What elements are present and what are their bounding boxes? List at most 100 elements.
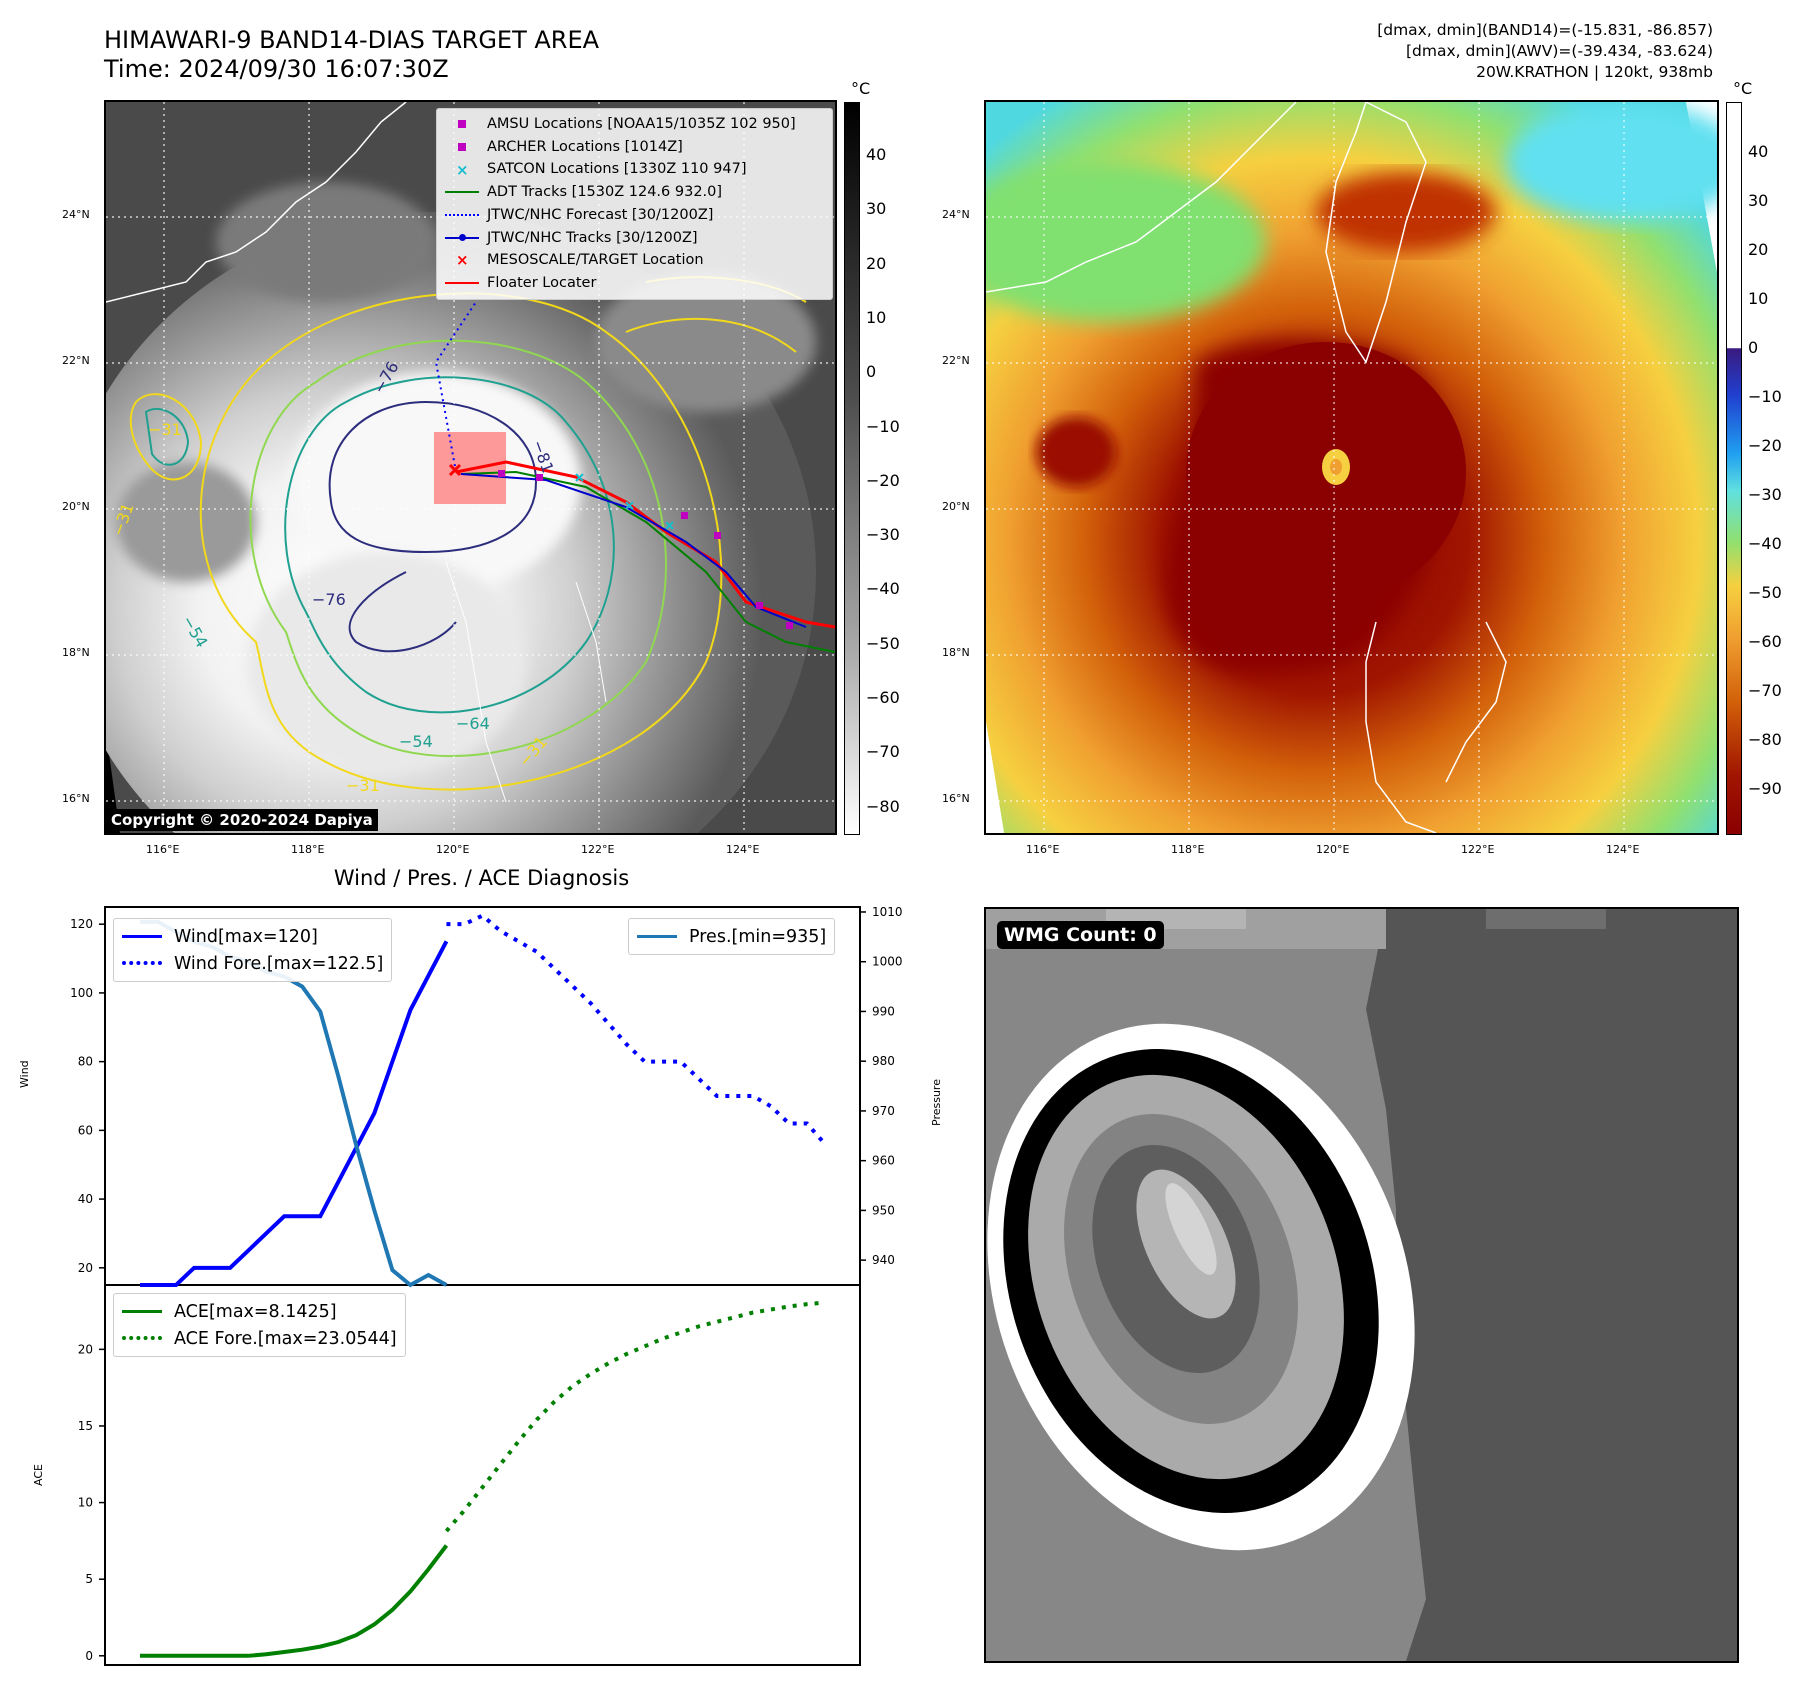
info-awv-range: [dmax, dmin](AWV)=(-39.434, -83.624) bbox=[1406, 42, 1713, 60]
legend-item: ACE Fore.[max=23.0544] bbox=[122, 1325, 397, 1352]
colorbar-tick-label: −10 bbox=[1748, 387, 1782, 406]
lat-tick: 16°N bbox=[62, 792, 90, 805]
ace-axis-label: ACE bbox=[32, 1464, 45, 1486]
ir-map-panel: −76 −76 −54 −54 −64 −31 −31 −31 −31 −81 … bbox=[104, 100, 837, 835]
lat-tick: 22°N bbox=[942, 354, 970, 367]
y2-tick-label: 950 bbox=[872, 1203, 895, 1217]
series-line bbox=[140, 940, 449, 1287]
y2-tick-label: 990 bbox=[872, 1004, 895, 1018]
lon-tick: 118°E bbox=[1171, 843, 1205, 856]
wmg-image bbox=[986, 909, 1737, 1661]
colorbar-tick-label: −20 bbox=[866, 470, 900, 490]
legend-label: MESOSCALE/TARGET Location bbox=[487, 252, 704, 269]
legend-item: × SATCON Locations [1330Z 110 947] bbox=[445, 158, 824, 181]
legend-label: ACE[max=8.1425] bbox=[174, 1301, 337, 1322]
wind-axis-label: Wind bbox=[18, 1060, 31, 1088]
wmg-panel: WMG Count: 0 bbox=[984, 907, 1739, 1663]
diagnosis-title: Wind / Pres. / ACE Diagnosis bbox=[333, 866, 630, 890]
lon-tick: 122°E bbox=[581, 843, 615, 856]
awv-map-image bbox=[986, 102, 1717, 833]
lat-tick: 18°N bbox=[942, 646, 970, 659]
y-tick-label: 100 bbox=[70, 986, 93, 1000]
page-time: Time: 2024/09/30 16:07:30Z bbox=[104, 55, 449, 83]
colorbar-tick-label: 30 bbox=[866, 199, 887, 219]
y-tick-label: 5 bbox=[85, 1572, 93, 1586]
colorbar-tick-label: −60 bbox=[866, 688, 900, 707]
wind-legend: Wind[max=120] Wind Fore.[max=122.5] bbox=[113, 918, 393, 982]
copyright-label: Copyright © 2020-2024 Dapiya bbox=[106, 809, 378, 831]
colorbar-tick-label: −80 bbox=[1748, 730, 1782, 749]
colorbar-tick-label: 40 bbox=[1748, 142, 1769, 161]
colorbar-tick-label: −20 bbox=[1748, 436, 1782, 455]
y2-tick-label: 940 bbox=[872, 1253, 895, 1267]
y-tick-label: 120 bbox=[70, 917, 93, 931]
contour-label: −76 bbox=[312, 590, 346, 609]
legend-label: Floater Locater bbox=[487, 274, 597, 291]
legend-label: Pres.[min=935] bbox=[689, 926, 827, 947]
colorbar-tick-label: −80 bbox=[866, 796, 900, 816]
colorbar-tick-label: 0 bbox=[866, 362, 877, 382]
legend-item: Pres.[min=935] bbox=[637, 923, 826, 950]
contour-label: −31 bbox=[346, 776, 380, 795]
pressure-axis-label: Pressure bbox=[930, 1079, 943, 1126]
lat-tick: 20°N bbox=[942, 500, 970, 513]
awv-colorbar bbox=[1726, 102, 1742, 835]
info-storm: 20W.KRATHON | 120kt, 938mb bbox=[1476, 63, 1713, 81]
y-tick-label: 80 bbox=[78, 1055, 93, 1069]
legend-label: ADT Tracks [1530Z 124.6 932.0] bbox=[487, 184, 723, 201]
y2-tick-label: 1000 bbox=[872, 955, 903, 969]
legend-label: ARCHER Locations [1014Z] bbox=[487, 138, 683, 155]
y-tick-label: 0 bbox=[85, 1649, 93, 1663]
colorbar-tick-label: 10 bbox=[866, 307, 887, 327]
colorbar-tick-label: 20 bbox=[866, 253, 887, 273]
contour-label: −64 bbox=[456, 714, 490, 733]
ir-legend: AMSU Locations [NOAA15/1035Z 102 950] AR… bbox=[436, 108, 833, 300]
wmg-count-label: WMG Count: 0 bbox=[997, 921, 1164, 949]
legend-label: JTWC/NHC Tracks [30/1200Z] bbox=[487, 229, 698, 246]
lat-tick: 24°N bbox=[942, 208, 970, 221]
legend-label: ACE Fore.[max=23.0544] bbox=[174, 1328, 397, 1349]
legend-item: Floater Locater bbox=[445, 272, 824, 295]
ir-colorbar-unit: °C bbox=[851, 79, 871, 98]
y2-tick-label: 960 bbox=[872, 1154, 895, 1168]
series-line bbox=[140, 1544, 449, 1658]
legend-item: ACE[max=8.1425] bbox=[122, 1298, 397, 1325]
awv-map-panel bbox=[984, 100, 1719, 835]
pressure-legend: Pres.[min=935] bbox=[628, 918, 836, 955]
colorbar-tick-label: 10 bbox=[1748, 289, 1769, 308]
lon-tick: 118°E bbox=[291, 843, 325, 856]
y-tick-label: 40 bbox=[78, 1192, 93, 1206]
awv-colorbar-unit: °C bbox=[1733, 79, 1753, 98]
lon-tick: 116°E bbox=[146, 843, 180, 856]
colorbar-tick-label: −30 bbox=[1748, 485, 1782, 504]
y-tick-label: 20 bbox=[78, 1261, 93, 1275]
y2-tick-label: 970 bbox=[872, 1104, 895, 1118]
colorbar-tick-label: 20 bbox=[1748, 240, 1769, 259]
lon-tick: 120°E bbox=[436, 843, 470, 856]
colorbar-tick-label: −60 bbox=[1748, 632, 1782, 651]
legend-item: ADT Tracks [1530Z 124.6 932.0] bbox=[445, 181, 824, 204]
legend-label: AMSU Locations [NOAA15/1035Z 102 950] bbox=[487, 116, 796, 133]
ace-legend: ACE[max=8.1425] ACE Fore.[max=23.0544] bbox=[113, 1293, 406, 1357]
colorbar-tick-label: −40 bbox=[866, 579, 900, 599]
legend-label: JTWC/NHC Forecast [30/1200Z] bbox=[487, 206, 714, 223]
page-title: HIMAWARI-9 BAND14-DIAS TARGET AREA bbox=[104, 26, 600, 54]
info-band14-range: [dmax, dmin](BAND14)=(-15.831, -86.857) bbox=[1377, 21, 1713, 39]
y2-tick-label: 980 bbox=[872, 1054, 895, 1068]
legend-label: Wind Fore.[max=122.5] bbox=[174, 953, 384, 974]
lon-tick: 124°E bbox=[1606, 843, 1640, 856]
legend-item: AMSU Locations [NOAA15/1035Z 102 950] bbox=[445, 113, 824, 136]
legend-item: ARCHER Locations [1014Z] bbox=[445, 136, 824, 159]
colorbar-tick-label: −50 bbox=[1748, 583, 1782, 602]
y-tick-label: 60 bbox=[78, 1123, 93, 1137]
legend-item: JTWC/NHC Forecast [30/1200Z] bbox=[445, 204, 824, 227]
legend-label: SATCON Locations [1330Z 110 947] bbox=[487, 161, 747, 178]
lat-tick: 16°N bbox=[942, 792, 970, 805]
colorbar-tick-label: −70 bbox=[1748, 681, 1782, 700]
legend-item: Wind Fore.[max=122.5] bbox=[122, 950, 383, 977]
legend-item: JTWC/NHC Tracks [30/1200Z] bbox=[445, 226, 824, 249]
lon-tick: 124°E bbox=[726, 843, 760, 856]
lat-tick: 20°N bbox=[62, 500, 90, 513]
colorbar-tick-label: 30 bbox=[1748, 191, 1769, 210]
legend-label: Wind[max=120] bbox=[174, 926, 318, 947]
